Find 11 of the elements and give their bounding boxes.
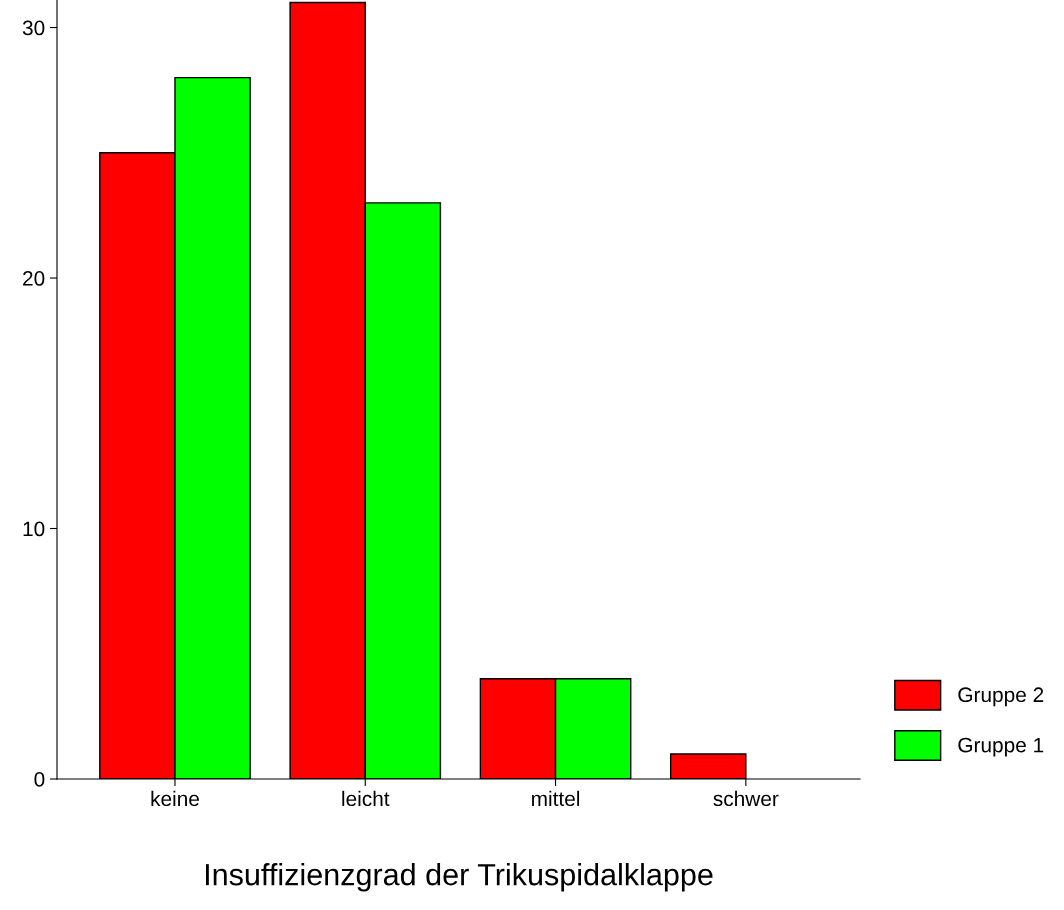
- legend-label: Gruppe 1: [958, 737, 1044, 757]
- y-tick-label: 0: [34, 772, 45, 787]
- x-tick-label: keine: [151, 790, 199, 807]
- legend-label: Gruppe 2: [958, 687, 1044, 707]
- y-tick-label: 20: [23, 271, 45, 286]
- x-tick-label: leicht: [342, 790, 390, 807]
- y-tick-label: 10: [23, 521, 45, 537]
- x-tick-label: mittel: [532, 790, 580, 807]
- y-tick-label: 30: [22, 20, 45, 36]
- x-tick-label: schwer: [713, 790, 779, 807]
- x-axis-title: Insuffizienzgrad der Trikuspidalklappe: [205, 863, 713, 892]
